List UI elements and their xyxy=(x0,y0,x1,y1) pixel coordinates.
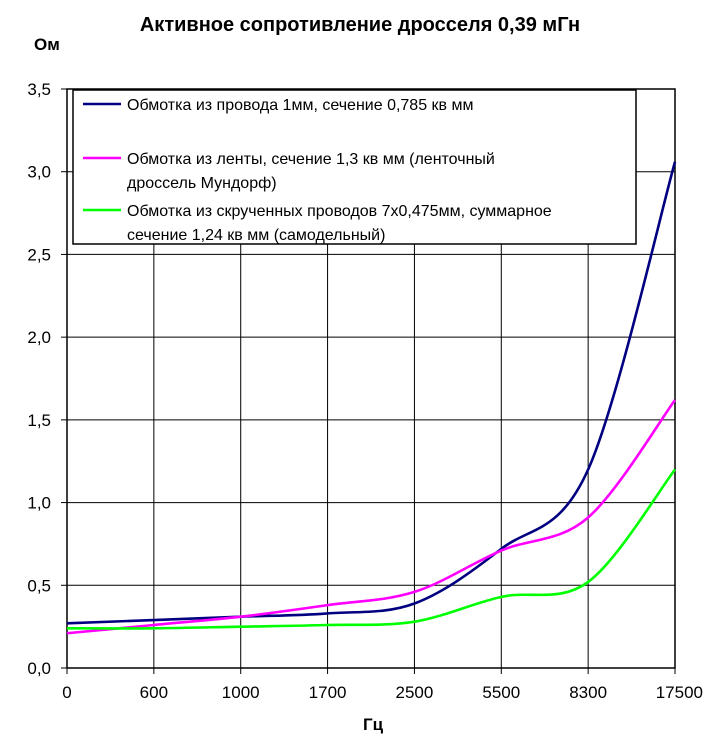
x-tick-label: 0 xyxy=(62,683,71,702)
y-tick-label: 2,5 xyxy=(27,245,51,264)
x-tick-label: 2500 xyxy=(396,683,434,702)
legend-label-2: Обмотка из ленты, сечение 1,3 кв мм (лен… xyxy=(127,151,495,168)
legend-label-3: Обмотка из скрученных проводов 7х0,475мм… xyxy=(127,203,552,220)
x-axis-label: Гц xyxy=(363,715,384,734)
series-line-1 xyxy=(66,161,677,625)
chart-title: Активное сопротивление дросселя 0,39 мГн xyxy=(140,14,580,36)
y-tick-label: 0,0 xyxy=(27,659,51,678)
x-tick-label: 1000 xyxy=(222,683,260,702)
x-tick-labels: 0 600 1000 1700 2500 5500 8300 17500 xyxy=(62,683,703,702)
x-tick-label: 17500 xyxy=(656,683,703,702)
legend-label-1: Обмотка из провода 1мм, сечение 0,785 кв… xyxy=(127,97,474,114)
series-line-3 xyxy=(66,468,677,630)
y-tick-label: 3,0 xyxy=(27,163,51,182)
x-tick-label: 8300 xyxy=(569,683,607,702)
y-tick-labels: 0,0 0,5 1,0 1,5 2,0 2,5 3,0 3,5 xyxy=(27,80,51,678)
y-tick-label: 3,5 xyxy=(27,80,51,99)
y-tick-label: 0,5 xyxy=(27,576,51,595)
legend-label-2: дроссель Мундорф) xyxy=(127,175,277,192)
y-axis-label: Ом xyxy=(34,35,60,54)
series-lines xyxy=(66,161,677,635)
plot-frame xyxy=(66,88,676,669)
x-tick-label: 1700 xyxy=(309,683,347,702)
series-line-2 xyxy=(66,399,677,635)
y-tick-label: 2,0 xyxy=(27,328,51,347)
y-tick-label: 1,0 xyxy=(27,494,51,513)
legend-label-3: сечение 1,24 кв мм (самодельный) xyxy=(127,227,385,244)
legend: Обмотка из провода 1мм, сечение 0,785 кв… xyxy=(72,89,637,245)
legend-box xyxy=(72,89,637,245)
y-tick-label: 1,5 xyxy=(27,411,51,430)
x-tick-label: 600 xyxy=(140,683,168,702)
x-tick-label: 5500 xyxy=(482,683,520,702)
